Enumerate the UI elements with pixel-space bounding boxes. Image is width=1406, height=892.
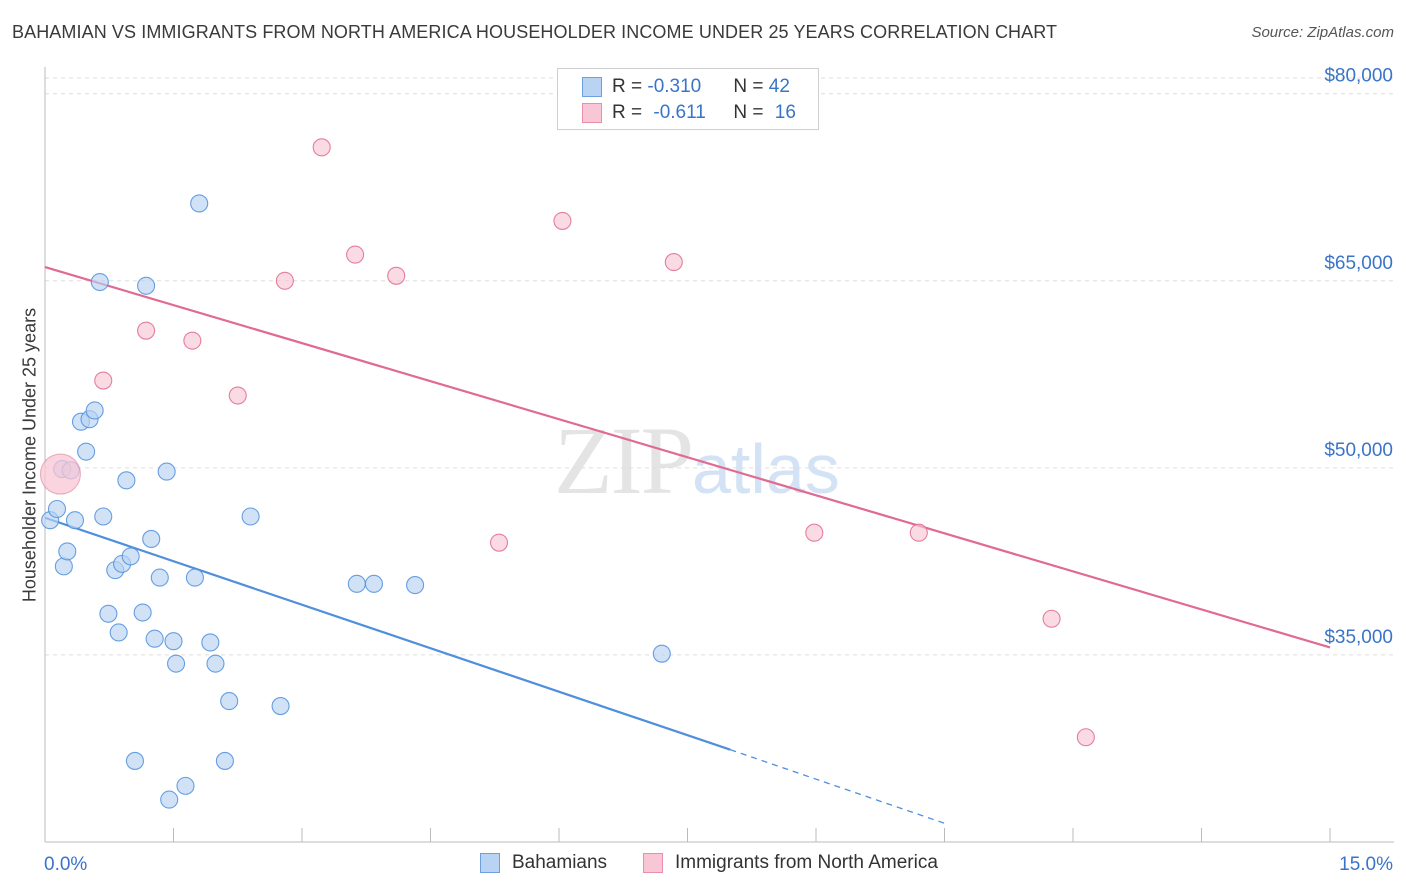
bahamians-point (137, 276, 156, 295)
bahamians-point (58, 542, 77, 561)
legend-n-label: N = (733, 102, 769, 123)
source-label: Source: ZipAtlas.com (1251, 24, 1394, 41)
immigrants-point (489, 533, 509, 552)
x-tick-label: 0.0% (44, 854, 87, 875)
bahamians-point (145, 629, 164, 648)
bahamians-point (241, 507, 260, 526)
legend-row-bahamians: R = -0.310 N = 42 (582, 74, 790, 100)
series-legend: Bahamians Immigrants from North America (0, 852, 1406, 878)
bahamians-point (347, 574, 366, 593)
immigrants-label: Immigrants from North America (675, 852, 938, 873)
bahamians-trend-extension (730, 749, 945, 824)
immigrants-point (1042, 609, 1061, 628)
legend-swatch-immigrants (582, 103, 602, 123)
bahamians-point (157, 462, 176, 481)
immigrants-point (275, 271, 294, 290)
legend-row-immigrants: R = -0.611 N = 16 (582, 100, 796, 126)
legend-n-value: 42 (768, 76, 790, 97)
immigrants-point (94, 371, 113, 390)
bahamians-point (65, 511, 85, 530)
legend-n-label: N = (733, 76, 769, 97)
bahamians-point (90, 272, 109, 292)
bahamians-point (271, 697, 290, 716)
y-axis-title: Householder Income Under 25 years (19, 307, 40, 603)
bahamians-point (133, 603, 152, 622)
bahamians-point (150, 568, 169, 587)
bahamians-point (47, 499, 67, 519)
y-tick-label: $50,000 (1324, 440, 1393, 461)
legend-n-value: 16 (774, 102, 796, 123)
y-tick-label: $80,000 (1324, 66, 1393, 87)
bahamians-point (109, 623, 128, 642)
bahamians-point (201, 633, 220, 652)
bahamians-point (85, 401, 104, 420)
bahamians-point (167, 654, 186, 673)
bahamians-point (206, 654, 225, 673)
bahamians-point (215, 751, 234, 770)
legend-r-label: R = (612, 102, 648, 123)
immigrants-point (387, 266, 406, 285)
bahamians-point (406, 576, 425, 595)
bahamians-trend-line (44, 516, 731, 751)
x-tick-label: 15.0% (1339, 854, 1393, 875)
bahamians-point (364, 574, 384, 593)
bahamians-point (121, 547, 140, 566)
y-tick-label: $35,000 (1324, 627, 1393, 648)
bahamians-point (220, 692, 239, 711)
bahamians-point (94, 507, 113, 526)
bahamians-point (190, 194, 209, 213)
bahamians-point (99, 604, 118, 623)
immigrants-point (664, 253, 683, 272)
immigrants-point (228, 386, 247, 405)
immigrants-point (553, 211, 572, 230)
legend-r-value: -0.310 (647, 76, 702, 97)
legend-r-value: -0.611 (653, 102, 706, 123)
bahamians-label: Bahamians (512, 852, 608, 873)
immigrants-point (137, 321, 156, 340)
immigrants-point (346, 245, 365, 264)
immigrants-point (1076, 728, 1095, 747)
bahamians-point (142, 529, 161, 548)
bahamians-point (652, 644, 671, 663)
correlation-legend: R = -0.310 N = 42 R = -0.611 N = 16 (557, 68, 819, 130)
bahamians-swatch (480, 853, 500, 873)
bahamians-point (125, 751, 144, 770)
chart-title: BAHAMIAN VS IMMIGRANTS FROM NORTH AMERIC… (12, 22, 1058, 42)
legend-r-label: R = (612, 76, 648, 97)
bahamians-point (176, 776, 195, 795)
y-tick-label: $65,000 (1324, 253, 1393, 274)
series-legend-bahamians: Bahamians (480, 852, 607, 874)
legend-swatch-bahamians (582, 77, 602, 97)
immigrants-swatch (643, 853, 663, 873)
watermark: ZIPatlas (554, 405, 840, 516)
immigrants-point (312, 138, 331, 157)
immigrants-point (39, 453, 81, 495)
immigrants-trend-line (44, 266, 1331, 649)
series-legend-immigrants: Immigrants from North America (643, 852, 938, 874)
immigrants-point (805, 523, 824, 542)
immigrants-point (909, 523, 928, 542)
immigrants-point (183, 331, 202, 350)
bahamians-point (164, 632, 183, 651)
bahamians-point (117, 471, 136, 490)
bahamians-point (54, 557, 73, 576)
bahamians-point (160, 790, 179, 809)
bahamians-point (185, 568, 204, 587)
bahamians-point (77, 442, 96, 461)
